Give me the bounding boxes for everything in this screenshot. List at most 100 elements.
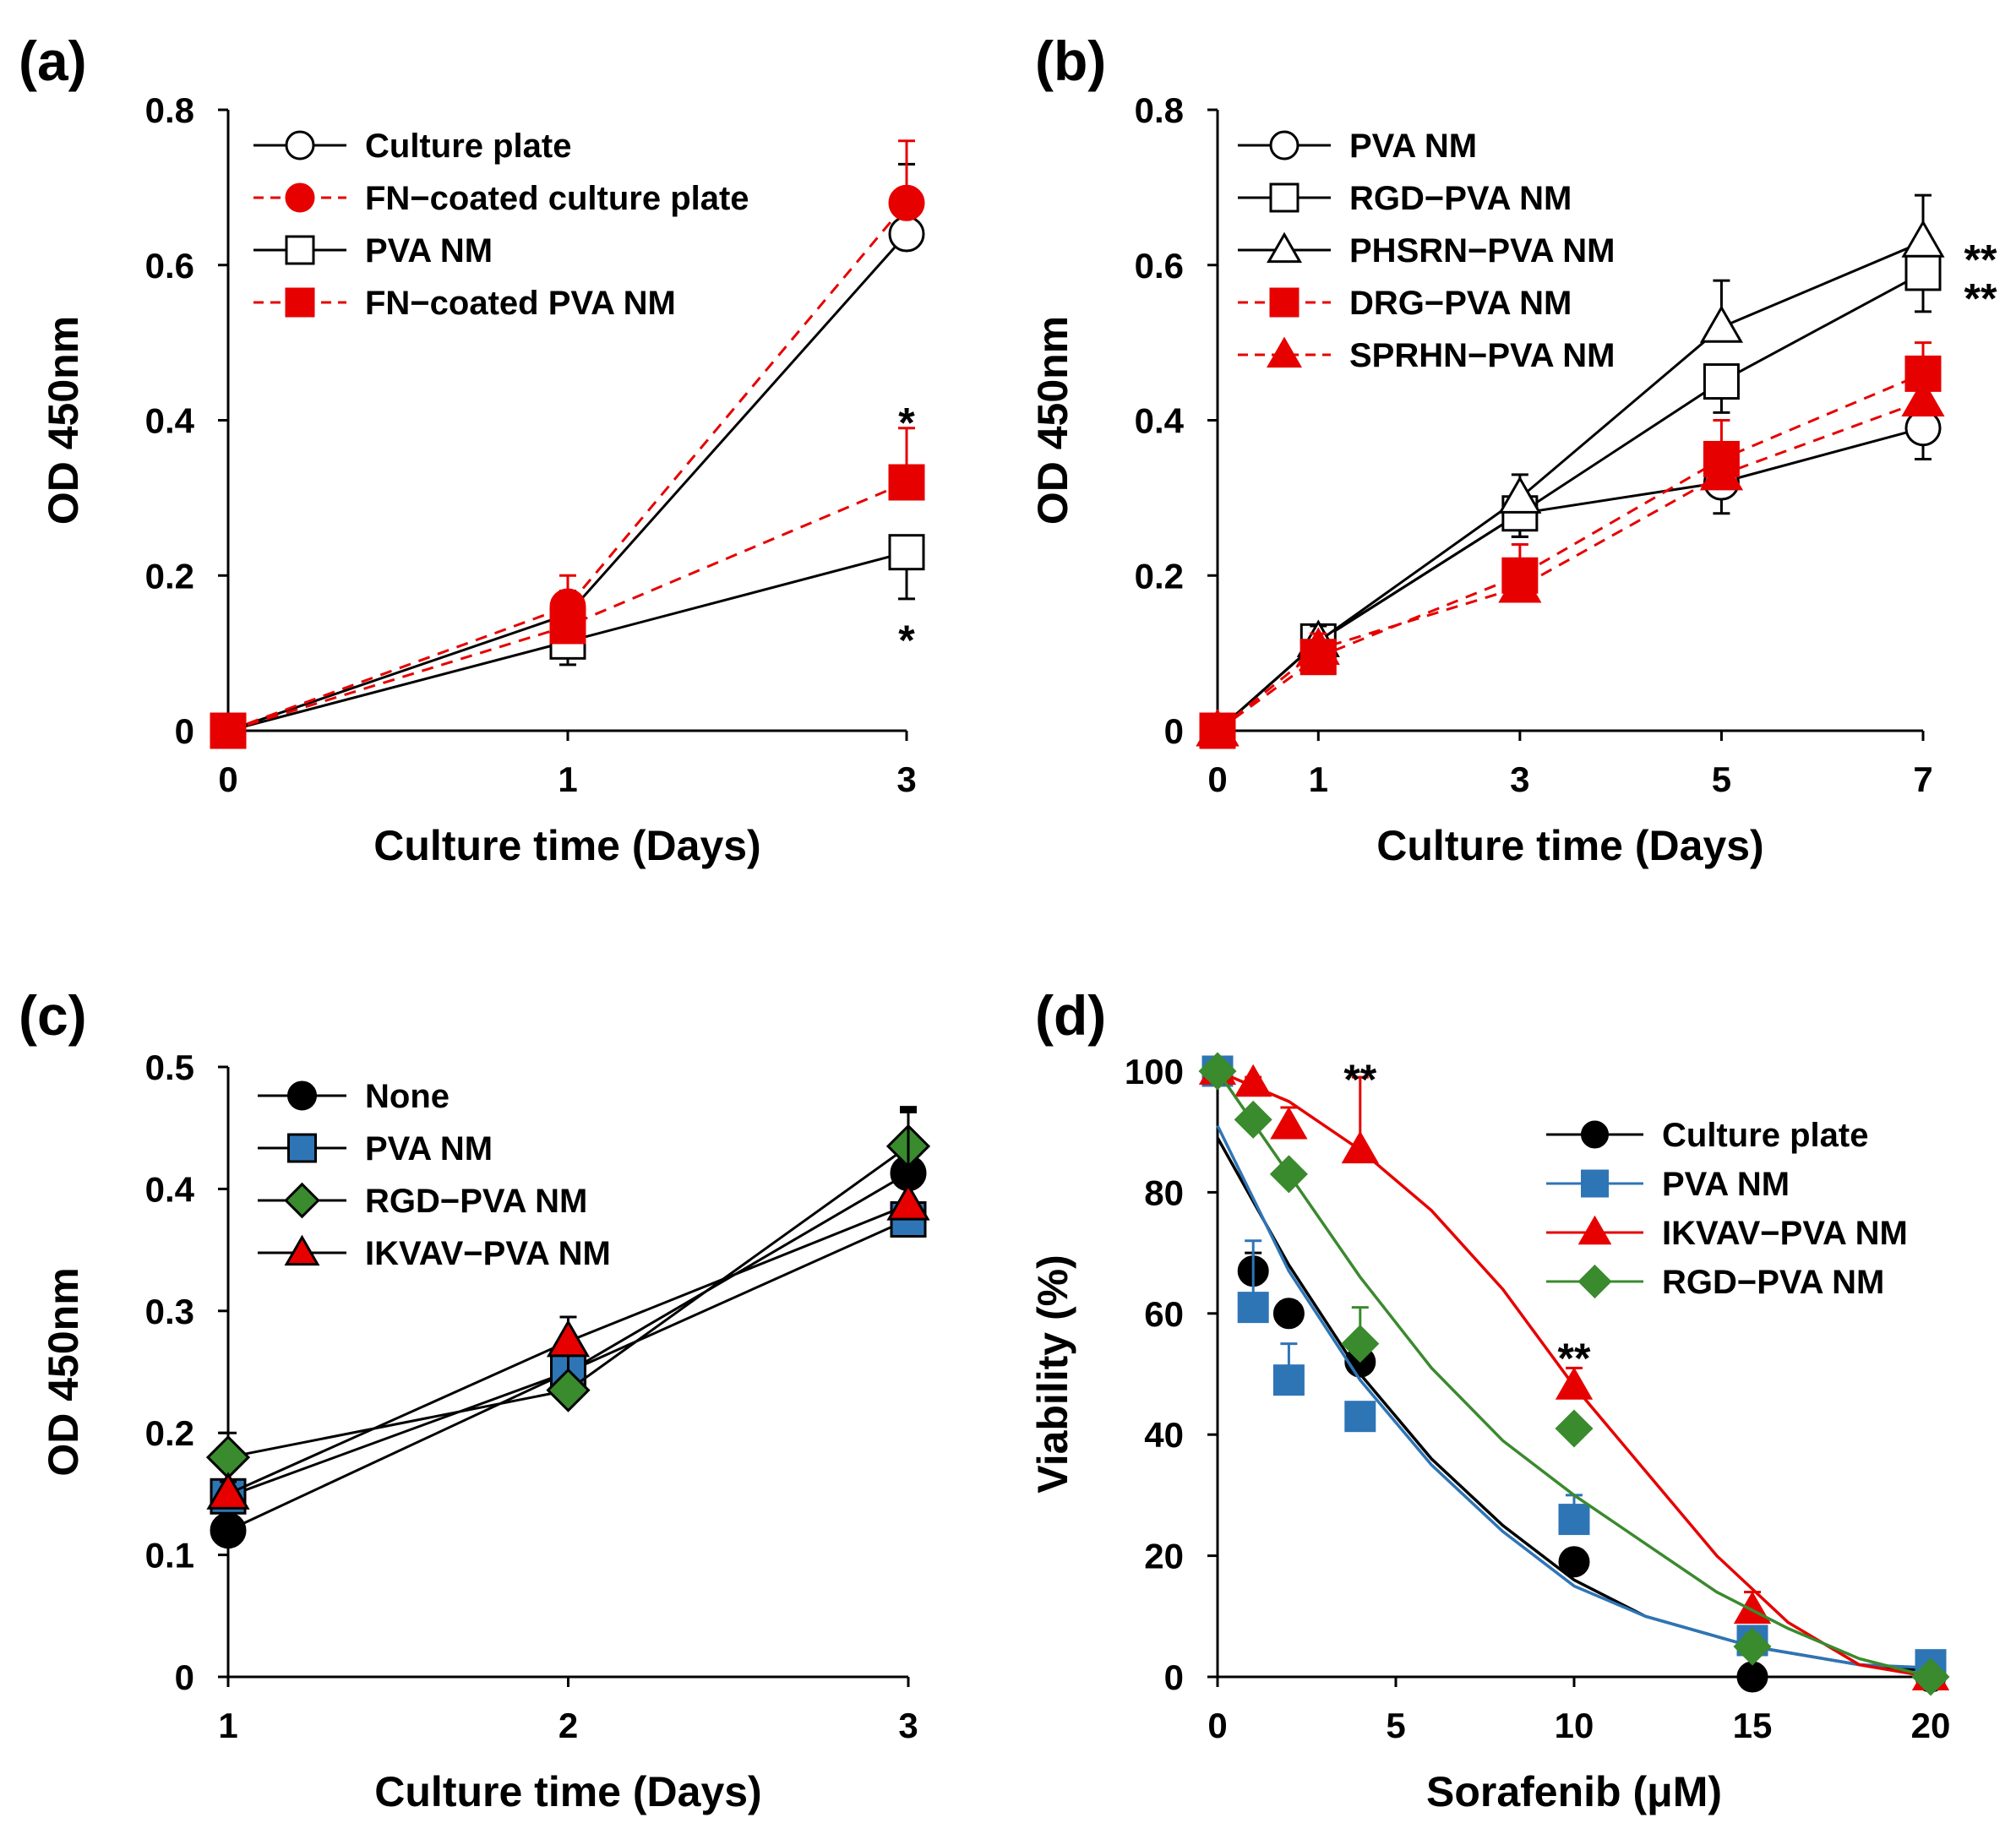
y-tick-label: 0.6 <box>1135 246 1184 286</box>
y-tick-label: 0 <box>175 711 194 751</box>
data-point <box>546 1368 591 1412</box>
data-point <box>1498 476 1542 514</box>
legend-marker <box>1581 1120 1609 1149</box>
legend-label: None <box>365 1078 450 1115</box>
series-4 <box>1196 368 1945 747</box>
data-point <box>1272 1298 1305 1330</box>
data-point <box>1733 1627 1772 1666</box>
legend-marker <box>287 1080 317 1111</box>
legend-label: PVA NM <box>365 232 493 269</box>
y-tick-label: 0.1 <box>145 1536 194 1575</box>
legend-label: RGD−PVA NM <box>1662 1264 1884 1301</box>
data-point <box>546 1319 591 1358</box>
y-tick-label: 40 <box>1144 1415 1184 1455</box>
x-tick-label: 20 <box>1911 1706 1951 1745</box>
x-tick-label: 0 <box>1207 759 1227 799</box>
y-tick-label: 0.2 <box>145 1413 194 1453</box>
data-point <box>1901 220 1945 258</box>
legend: Culture plate PVA NM IKVAV−PVA NM RGD−PVA N… <box>1546 1117 1908 1301</box>
series-line <box>1217 400 1924 732</box>
y-axis-title: OD 450nm <box>1029 316 1076 525</box>
fit-curve <box>1216 1124 1932 1669</box>
legend-label: IKVAV−PVA NM <box>365 1235 611 1272</box>
data-point <box>549 607 586 645</box>
data-point <box>1344 1401 1376 1433</box>
series-2 <box>205 1108 931 1480</box>
series-line <box>1217 427 1924 732</box>
legend-label: IKVAV−PVA NM <box>1662 1215 1908 1252</box>
legend-marker <box>287 1133 317 1163</box>
legend: None PVA NM RGD−PVA NM IKVAV−PVA NM <box>258 1078 611 1272</box>
x-axis-title: Sorafenib (μM) <box>1426 1768 1722 1815</box>
legend: PVA NM RGD−PVA NM PHSRN−PVA NM DRG−PVA NM SP… <box>1238 128 1616 374</box>
significance-mark: ** <box>1964 275 1997 323</box>
data-point <box>888 534 925 571</box>
y-tick-label: 100 <box>1125 1052 1184 1091</box>
x-tick-label: 0 <box>1207 1706 1227 1745</box>
legend-label: Culture plate <box>365 128 571 165</box>
fit-curve <box>1216 1070 1932 1679</box>
y-axis-title: OD 450nm <box>40 1267 87 1476</box>
chart-panel-d: (d) 0 20 40 60 80 100 0 5 10 15 20 Sorafenib (μM) Via… <box>1029 984 1950 1815</box>
legend-label: PVA NM <box>1349 128 1477 165</box>
y-tick-label: 0.4 <box>145 401 195 441</box>
data-point <box>1558 1504 1590 1536</box>
chart-panel-c: (c) 0 0.1 0.2 0.3 0.4 0.5 1 2 3 Culture time (Days… <box>19 984 931 1815</box>
data-point <box>1341 1325 1380 1363</box>
data-point <box>888 215 925 253</box>
legend-label: DRG−PVA NM <box>1349 285 1572 322</box>
legend-marker <box>1577 1264 1612 1299</box>
data-point <box>1272 1364 1305 1396</box>
series-line <box>227 202 908 732</box>
legend: Culture plate FN−coated culture plate PVA … <box>253 128 749 322</box>
legend-label: FN−coated PVA NM <box>365 285 676 322</box>
x-axis-title: Culture time (Days) <box>374 1768 761 1815</box>
y-axis-title: Viability (%) <box>1029 1254 1076 1493</box>
y-tick-label: 0.5 <box>145 1048 194 1087</box>
data-point <box>1341 1130 1379 1164</box>
significance-mark: ** <box>1964 237 1997 284</box>
data-point <box>1555 1409 1594 1448</box>
legend-label: FN−coated culture plate <box>365 180 749 217</box>
x-axis-title: Culture time (Days) <box>373 822 760 869</box>
panel-label: (b) <box>1035 30 1106 92</box>
legend-marker <box>285 235 315 265</box>
y-tick-label: 80 <box>1144 1173 1184 1212</box>
y-tick-label: 0.8 <box>145 90 194 130</box>
y-tick-label: 0.4 <box>145 1169 195 1209</box>
y-tick-label: 0.2 <box>145 556 194 596</box>
x-axis-title: Culture time (Days) <box>1376 822 1763 869</box>
x-tick-label: 1 <box>558 759 577 799</box>
legend-marker <box>1269 287 1300 318</box>
significance-mark: ** <box>1343 1056 1376 1103</box>
data-point <box>1699 452 1744 491</box>
data-point <box>1555 1367 1594 1400</box>
legend-marker <box>1267 231 1302 264</box>
series-3 <box>1198 1052 1950 1696</box>
x-tick-label: 3 <box>1510 759 1529 799</box>
x-tick-label: 3 <box>896 759 916 799</box>
legend-label: PHSRN−PVA NM <box>1349 232 1616 269</box>
series-3 <box>210 427 925 749</box>
legend-marker <box>285 130 315 161</box>
y-tick-label: 0.2 <box>1135 556 1184 596</box>
y-tick-label: 0.4 <box>1135 401 1185 441</box>
series-3 <box>1199 341 1942 749</box>
y-tick-label: 0 <box>1164 1657 1184 1697</box>
x-tick-label: 1 <box>218 1706 237 1745</box>
series-3 <box>206 1106 930 1510</box>
data-point <box>1901 378 1945 417</box>
data-point <box>206 1472 250 1510</box>
data-point <box>1234 1064 1272 1097</box>
legend-label: RGD−PVA NM <box>365 1183 587 1220</box>
y-tick-label: 20 <box>1144 1537 1184 1576</box>
data-point <box>1703 363 1740 400</box>
data-point <box>888 464 925 501</box>
chart-panel-a: (a) 0 0.2 0.4 0.6 0.8 0 1 3 Culture time (Days) OD… <box>19 30 925 869</box>
y-tick-label: 60 <box>1144 1294 1184 1334</box>
data-point <box>888 184 925 221</box>
data-point <box>1270 1106 1308 1140</box>
legend-marker <box>1267 336 1302 368</box>
y-tick-label: 0.6 <box>145 246 194 286</box>
